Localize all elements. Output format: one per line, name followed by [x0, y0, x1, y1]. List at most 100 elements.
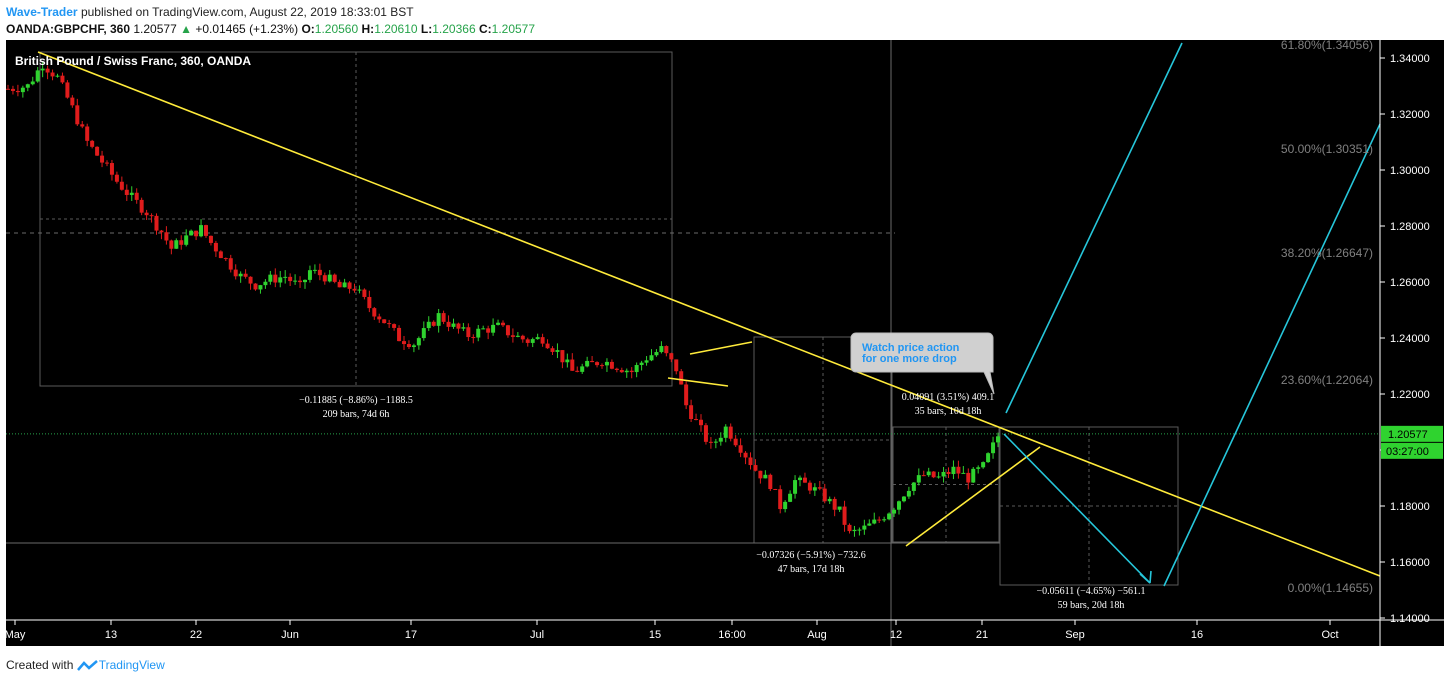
candle [461, 327, 466, 329]
candle [50, 72, 55, 77]
candle [872, 519, 877, 524]
candle [421, 328, 426, 339]
candle [570, 359, 575, 371]
candle [382, 319, 387, 324]
publish-info: Wave-Trader published on TradingView.com… [6, 5, 414, 19]
x-tick-label: 16 [1191, 629, 1203, 641]
candle [565, 359, 570, 363]
candle [674, 359, 679, 372]
candle [619, 369, 624, 373]
countdown-badge [1381, 442, 1443, 459]
candle [550, 348, 555, 352]
candle [604, 361, 609, 366]
candle [85, 126, 90, 141]
candle [501, 322, 505, 326]
candle [194, 230, 199, 237]
candle [649, 355, 654, 361]
candle [882, 519, 887, 521]
projection-line [1163, 123, 1381, 587]
x-tick-label: Oct [1321, 629, 1338, 641]
candle [139, 199, 144, 213]
candle [332, 274, 337, 282]
symbol-label: OANDA:GBPCHF, 360 [6, 22, 131, 36]
candle [966, 472, 971, 483]
x-tick-label: 21 [976, 629, 988, 641]
candle [288, 276, 293, 282]
candle [644, 360, 649, 363]
candle [510, 335, 515, 337]
candle [639, 362, 644, 366]
candle [614, 368, 619, 370]
arrow-head-icon [1139, 570, 1152, 584]
close-label: C: [478, 22, 492, 36]
candle [659, 346, 664, 353]
candle [352, 288, 357, 291]
candle [802, 477, 807, 483]
candle [525, 339, 530, 343]
x-tick-label: 17 [405, 629, 417, 641]
candle [243, 273, 248, 277]
tradingview-link[interactable]: TradingView [98, 658, 165, 672]
x-tick-label: 13 [105, 629, 117, 641]
measurement-label: 209 bars, 74d 6h [323, 409, 390, 420]
candle [367, 296, 372, 309]
candle [10, 88, 15, 91]
candle [634, 365, 639, 373]
candle [689, 405, 694, 420]
candle [303, 279, 307, 283]
candle [114, 174, 119, 182]
candle [832, 498, 837, 510]
author-name[interactable]: Wave-Trader [6, 5, 78, 19]
up-arrow-icon: ▲ [180, 22, 192, 36]
candle [911, 482, 916, 491]
projection-line [1005, 42, 1183, 414]
candle [679, 371, 684, 385]
candle [961, 472, 966, 474]
fib-level-label: 38.20%(1.26647) [1281, 246, 1373, 260]
candle [892, 509, 897, 514]
candle [283, 276, 288, 278]
candle [20, 87, 25, 93]
candle [169, 240, 174, 249]
candle [347, 282, 352, 289]
candle [798, 477, 802, 481]
candle [946, 471, 951, 475]
candle [778, 489, 783, 510]
candle [664, 346, 669, 354]
candle [298, 280, 303, 283]
candle [70, 97, 75, 106]
candle [258, 285, 263, 290]
candle [515, 335, 520, 337]
candle [55, 75, 60, 77]
x-tick-label: 15 [649, 629, 661, 641]
candle [397, 327, 402, 342]
candle [723, 426, 728, 438]
candle [436, 313, 441, 326]
candle [238, 273, 243, 277]
chart-background [6, 40, 1380, 646]
candle [867, 523, 872, 526]
candle [233, 269, 238, 277]
candle [431, 321, 436, 326]
candle [35, 70, 40, 82]
candle [555, 350, 560, 352]
candle [105, 162, 109, 164]
candle [491, 324, 496, 333]
created-with-footer: Created with TradingView [6, 658, 165, 672]
candle [669, 353, 674, 360]
price-chart[interactable]: 61.80%(1.34056) 50.00%(1.30351) 38.20%(1.2… [0, 40, 1444, 648]
candle [976, 467, 981, 469]
y-tick-label: 1.18000 [1390, 501, 1430, 513]
candle [793, 480, 798, 494]
candle [223, 258, 228, 260]
y-tick-label: 1.26000 [1390, 277, 1430, 289]
candle [590, 360, 595, 363]
price-change: +0.01465 (+1.23%) [195, 22, 299, 36]
candle [476, 328, 481, 338]
annotation-text: for one more drop [862, 353, 957, 365]
candle [738, 445, 743, 453]
candle [263, 281, 268, 286]
candle [505, 325, 510, 336]
candle [748, 457, 753, 466]
candle [199, 225, 204, 237]
